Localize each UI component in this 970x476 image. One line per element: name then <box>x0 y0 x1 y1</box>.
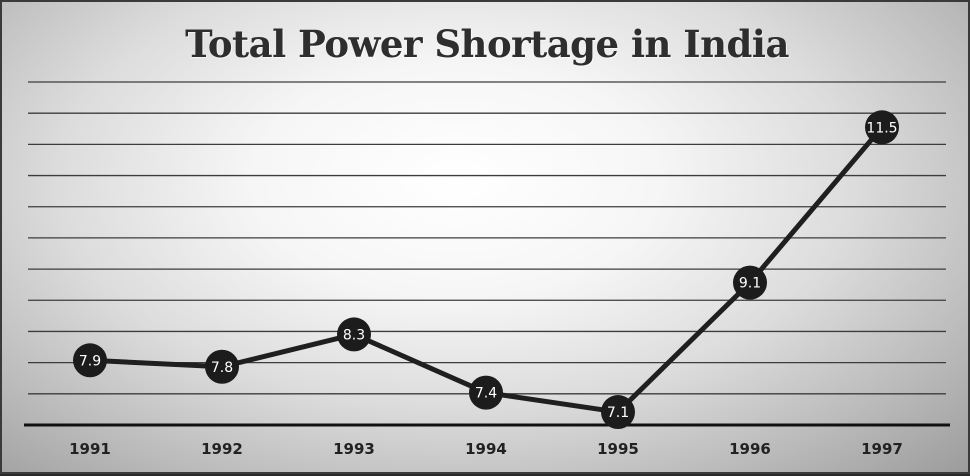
x-tick-label: 1997 <box>861 440 903 458</box>
data-point-marker <box>205 349 239 384</box>
data-label: 7.1 <box>607 405 629 421</box>
x-tick-label: 1995 <box>597 440 639 458</box>
data-label: 8.3 <box>343 327 365 343</box>
data-label: 7.4 <box>475 386 497 402</box>
data-point-marker <box>337 317 371 352</box>
data-label: 11.5 <box>866 120 897 136</box>
x-tick-label: 1996 <box>729 440 771 458</box>
data-label: 7.8 <box>211 360 233 376</box>
x-tick-label: 1994 <box>465 440 507 458</box>
x-axis-ticks: 1991 1992 1993 1994 1995 1996 1997 <box>69 440 903 458</box>
data-label: 7.9 <box>79 353 101 369</box>
data-point-marker <box>73 343 107 378</box>
gridlines <box>24 81 950 427</box>
data-point-marker <box>469 375 503 410</box>
x-tick-label: 1993 <box>333 440 375 458</box>
data-points: 7.9 7.8 8.3 7.4 7.1 9.1 11.5 <box>73 110 899 430</box>
x-tick-label: 1991 <box>69 440 111 458</box>
data-point-marker <box>733 265 767 300</box>
chart-title: Total Power Shortage in India <box>185 22 789 66</box>
data-point-marker <box>865 110 899 145</box>
data-label: 9.1 <box>739 276 761 292</box>
data-point-marker <box>601 395 635 430</box>
x-tick-label: 1992 <box>201 440 243 458</box>
